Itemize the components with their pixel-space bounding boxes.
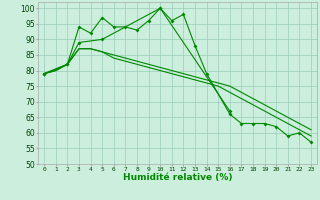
X-axis label: Humidité relative (%): Humidité relative (%) (123, 173, 232, 182)
